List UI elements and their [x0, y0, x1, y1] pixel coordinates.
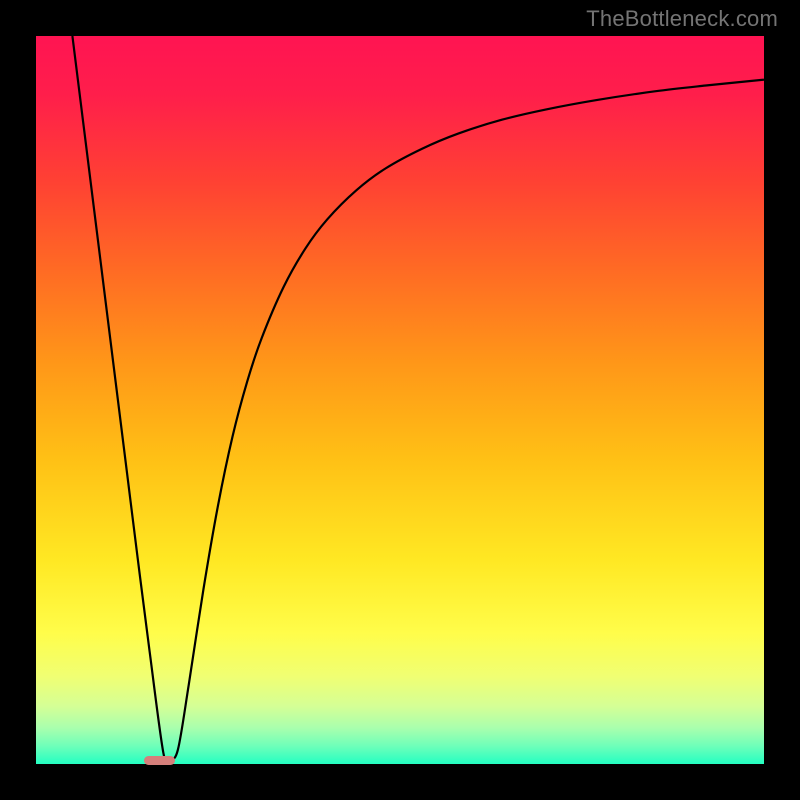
minimum-marker [144, 756, 175, 765]
bottleneck-curve [72, 36, 764, 763]
plot-area [36, 36, 764, 764]
chart-frame: TheBottleneck.com [0, 0, 800, 800]
curve-layer [36, 36, 764, 764]
watermark-text: TheBottleneck.com [586, 6, 778, 32]
